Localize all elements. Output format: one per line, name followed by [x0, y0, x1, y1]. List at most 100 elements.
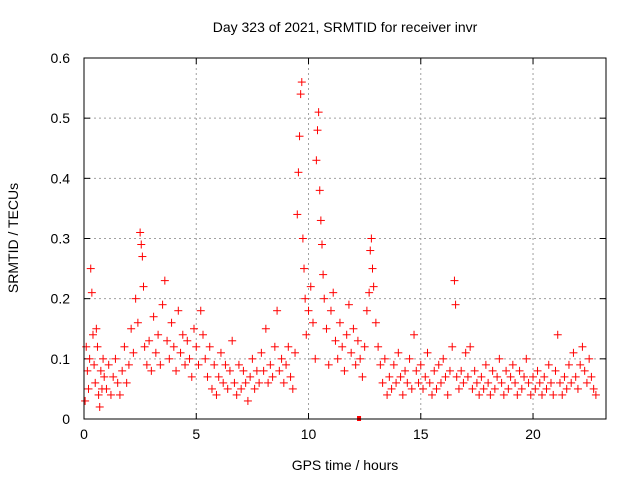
x-tick-label: 20 [525, 426, 541, 442]
data-point [387, 384, 396, 393]
plot-frame [83, 57, 607, 420]
data-point [358, 372, 367, 381]
data-point [517, 384, 526, 393]
data-point [122, 378, 131, 387]
data-point [82, 342, 91, 351]
data-point [340, 366, 349, 375]
x-axis-label: GPS time / hours [292, 457, 399, 473]
data-point [452, 372, 461, 381]
data-point [439, 354, 448, 363]
data-point [297, 78, 306, 87]
data-point [301, 294, 310, 303]
data-point [201, 354, 210, 363]
data-point [203, 372, 212, 381]
data-point [524, 378, 533, 387]
data-point [111, 354, 120, 363]
data-point [351, 360, 360, 369]
data-point [156, 360, 165, 369]
data-point [578, 342, 587, 351]
data-point [535, 378, 544, 387]
data-point [205, 342, 214, 351]
data-point [115, 390, 124, 399]
data-point [294, 168, 303, 177]
data-point [109, 372, 118, 381]
data-point [531, 384, 540, 393]
data-point [463, 372, 472, 381]
data-point [129, 348, 138, 357]
data-point [515, 366, 524, 375]
data-point [139, 282, 148, 291]
data-point [562, 384, 571, 393]
data-point [181, 360, 190, 369]
data-point [145, 336, 154, 345]
data-point [302, 330, 311, 339]
data-point [432, 384, 441, 393]
data-point [378, 378, 387, 387]
data-point [589, 384, 598, 393]
data-point [425, 378, 434, 387]
data-point [564, 360, 573, 369]
data-point [192, 342, 201, 351]
data-point [92, 324, 101, 333]
data-point [113, 378, 122, 387]
data-point [529, 372, 538, 381]
y-tick-label: 0.5 [51, 110, 71, 126]
data-point [207, 384, 216, 393]
data-point [558, 390, 567, 399]
data-point [549, 390, 558, 399]
data-point [190, 324, 199, 333]
data-point [282, 360, 291, 369]
data-point [255, 378, 264, 387]
data-point [106, 390, 115, 399]
data-point [99, 354, 108, 363]
data-point [259, 366, 268, 375]
data-point [369, 282, 378, 291]
data-point [194, 360, 203, 369]
y-axis-label: SRMTID / TECUs [5, 183, 21, 293]
data-point [279, 378, 288, 387]
data-point [546, 378, 555, 387]
data-point [167, 318, 176, 327]
data-point [219, 378, 228, 387]
data-point [587, 372, 596, 381]
data-point [522, 354, 531, 363]
data-point [300, 264, 309, 273]
data-point [573, 384, 582, 393]
data-point [436, 378, 445, 387]
data-point [499, 390, 508, 399]
data-point [261, 324, 270, 333]
data-point [228, 336, 237, 345]
data-point [147, 366, 156, 375]
data-point [88, 330, 97, 339]
x-tick-label: 10 [301, 426, 317, 442]
data-point [198, 330, 207, 339]
y-tick-label: 0.1 [51, 351, 71, 367]
y-tick-label: 0.6 [51, 50, 71, 66]
data-point [472, 378, 481, 387]
data-point [313, 126, 322, 135]
data-point [477, 372, 486, 381]
data-point [486, 390, 495, 399]
data-point [277, 354, 286, 363]
data-point [165, 354, 174, 363]
data-point [314, 108, 323, 117]
data-point [360, 342, 369, 351]
data-point [488, 366, 497, 375]
data-point [329, 288, 338, 297]
data-point [466, 342, 475, 351]
data-point [248, 354, 257, 363]
data-point [178, 330, 187, 339]
data-point [306, 282, 315, 291]
data-point [96, 366, 105, 375]
data-point [368, 264, 377, 273]
data-point [91, 378, 100, 387]
data-point [383, 390, 392, 399]
x-tick-label: 15 [413, 426, 429, 442]
data-point [187, 372, 196, 381]
data-point [497, 378, 506, 387]
data-point [172, 366, 181, 375]
data-point [542, 384, 551, 393]
data-point [298, 234, 307, 243]
data-point [430, 366, 439, 375]
data-point [490, 384, 499, 393]
